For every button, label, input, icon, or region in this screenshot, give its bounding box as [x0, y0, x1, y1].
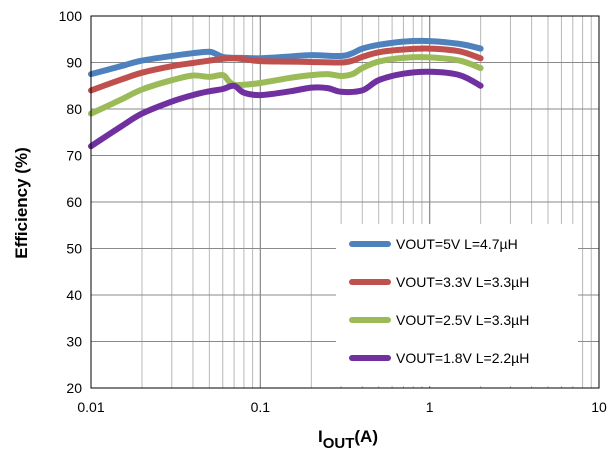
series-line-2 [88, 45, 484, 94]
x-axis-title-main: I [318, 427, 323, 446]
legend-label-2: VOUT=3.3V L=3.3µH [396, 274, 529, 290]
legend: VOUT=5V L=4.7µH VOUT=3.3V L=3.3µH VOUT=2.5… [336, 224, 578, 386]
legend-label-4: VOUT=1.8V L=2.2µH [396, 350, 529, 366]
x-tick-labels: 0.01 0.1 1 10 [77, 399, 607, 415]
legend-label-1: VOUT=5V L=4.7µH [396, 236, 518, 252]
y-axis-title: Efficiency (%) [12, 147, 31, 258]
y-tick-labels: 20 30 40 50 60 70 80 90 100 [59, 8, 83, 396]
y-tick-label: 80 [66, 101, 82, 117]
y-tick-label: 20 [66, 380, 82, 396]
y-tick-label: 50 [66, 241, 82, 257]
series-line-3 [88, 54, 484, 117]
plot-frame [90, 15, 600, 389]
x-axis-title-sub: OUT [323, 435, 355, 452]
y-tick-label: 60 [66, 194, 82, 210]
y-tick-label: 90 [66, 55, 82, 71]
x-tick-label: 1 [426, 399, 434, 415]
x-tick-label: 0.1 [251, 399, 271, 415]
y-tick-label: 30 [66, 334, 82, 350]
y-tick-label: 70 [66, 148, 82, 164]
x-tick-label: 0.01 [77, 399, 104, 415]
y-tick-label: 40 [66, 287, 82, 303]
y-tick-label: 100 [59, 8, 83, 24]
data-series [88, 37, 484, 150]
series-line-4 [88, 68, 484, 150]
x-tick-label: 10 [591, 399, 607, 415]
x-axis-title: IOUT(A) [318, 427, 378, 452]
legend-label-3: VOUT=2.5V L=3.3µH [396, 312, 529, 328]
x-axis-title-unit: (A) [354, 427, 378, 446]
